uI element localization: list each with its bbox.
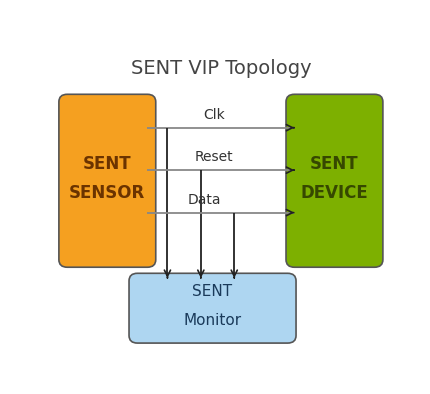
Text: Data: Data: [187, 193, 221, 206]
Text: Reset: Reset: [194, 150, 233, 164]
FancyBboxPatch shape: [286, 94, 382, 267]
Text: SENT: SENT: [83, 155, 131, 173]
Text: SENSOR: SENSOR: [69, 184, 145, 202]
Text: SENT VIP Topology: SENT VIP Topology: [130, 59, 310, 78]
Text: Clk: Clk: [203, 108, 224, 122]
Text: SENT: SENT: [310, 155, 358, 173]
Text: SENT: SENT: [192, 284, 232, 299]
Text: Monitor: Monitor: [183, 313, 241, 328]
FancyBboxPatch shape: [59, 94, 155, 267]
FancyBboxPatch shape: [129, 273, 295, 343]
Text: DEVICE: DEVICE: [300, 184, 368, 202]
